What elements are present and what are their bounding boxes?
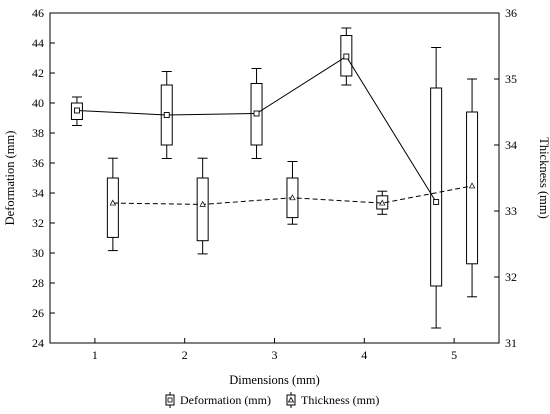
legend-thickness-marker [287, 396, 295, 403]
deformation-box [430, 87, 443, 287]
y-left-tick-label: 36 [32, 156, 44, 170]
y-right-tick-label: 34 [505, 138, 517, 152]
thickness-mean-marker [468, 182, 476, 189]
y-left-tick-label: 32 [32, 216, 44, 230]
thickness-box [196, 177, 209, 242]
y-right-tick-label: 31 [505, 336, 517, 350]
y-left-tick-label: 40 [32, 96, 44, 110]
y-axis-left-title: Deformation (mm) [3, 131, 17, 226]
thickness-mean-marker [379, 199, 386, 206]
legend-deformation-label: Deformation (mm) [180, 393, 271, 407]
y-right-tick-label: 33 [505, 204, 517, 218]
deformation-mean-marker [73, 107, 80, 114]
deformation-mean-marker [163, 112, 170, 118]
y-left-tick-label: 44 [32, 36, 44, 50]
series-thickness [106, 78, 479, 298]
series-layer [70, 27, 479, 329]
y-left-tick-label: 26 [32, 306, 44, 320]
x-tick-label: 1 [92, 348, 98, 362]
series-deformation [70, 27, 443, 329]
y-right-tick-label: 36 [505, 6, 517, 20]
y-right-tick-label: 35 [505, 72, 517, 86]
x-tick-label: 2 [182, 348, 188, 362]
legend-item-deformation: Deformation (mm) [165, 392, 271, 408]
y-axis-right-title: Thickness (mm) [537, 137, 550, 219]
legend-item-thickness: Thickness (mm) [286, 392, 379, 408]
x-tick-label: 3 [272, 348, 278, 362]
legend: Deformation (mm) Thickness (mm) [165, 392, 379, 408]
x-tick-label: 4 [361, 348, 367, 362]
legend-deformation-marker [167, 397, 173, 403]
deformation-mean-marker [343, 53, 350, 60]
legend-deformation-box [165, 394, 175, 406]
y-left-tick-label: 34 [32, 186, 44, 200]
thickness-mean-marker [199, 200, 206, 207]
legend-thickness-label: Thickness (mm) [301, 393, 379, 407]
thickness-box [106, 177, 119, 238]
y-left-tick-label: 28 [32, 276, 44, 290]
y-right-tick-label: 32 [505, 270, 517, 284]
y-left-tick-label: 42 [32, 66, 44, 80]
legend-thickness-box [286, 394, 296, 406]
y-left-tick-label: 24 [32, 336, 44, 350]
y-left-tick-label: 46 [32, 6, 44, 20]
x-tick-label: 5 [451, 348, 457, 362]
y-left-tick-label: 38 [32, 126, 44, 140]
deformation-mean-marker [433, 199, 440, 205]
x-axis-title: Dimensions (mm) [229, 373, 320, 387]
deformation-mean-marker [253, 110, 260, 117]
thickness-mean-marker [289, 194, 296, 201]
thickness-mean-marker [109, 199, 117, 206]
y-left-tick-label: 30 [32, 246, 44, 260]
ticks-layer: 1 2 3 4 524262830323436384042444631323334353… [32, 6, 517, 362]
